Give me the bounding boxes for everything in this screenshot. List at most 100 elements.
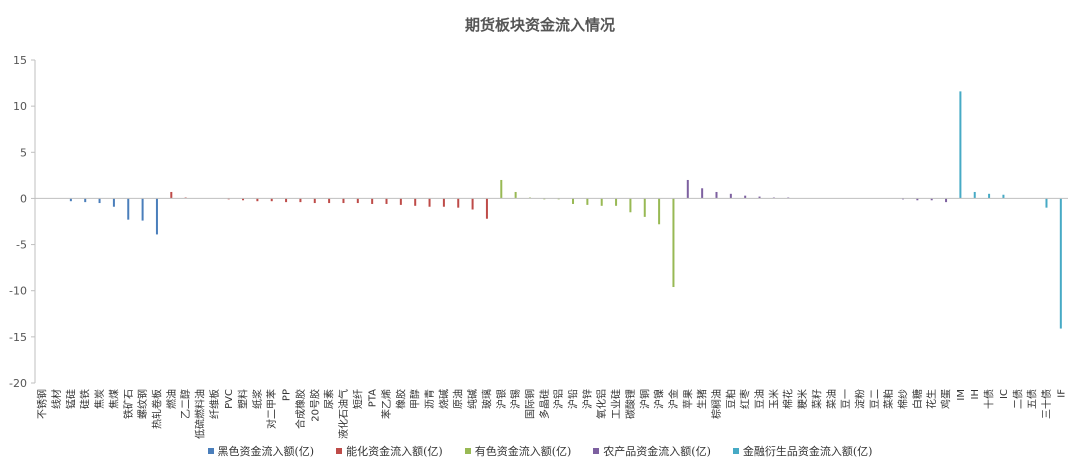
bar xyxy=(242,198,245,201)
legend-label: 金融衍生品资金流入额(亿) xyxy=(742,445,873,458)
bar xyxy=(715,191,718,199)
x-tick-label: PVC xyxy=(224,389,235,409)
y-tick-label: -15 xyxy=(9,331,27,344)
bar xyxy=(84,198,87,203)
legend-label: 能化资金流入额(亿) xyxy=(346,445,443,458)
legend-swatch xyxy=(732,448,739,454)
bar xyxy=(744,195,747,199)
legend-swatch xyxy=(464,448,471,454)
x-tick-label: 菜籽 xyxy=(811,389,823,409)
bar xyxy=(629,198,632,213)
x-tick-label: 苹果 xyxy=(681,389,694,409)
x-tick-label: 低硫燃料油 xyxy=(193,389,206,439)
bar xyxy=(485,198,488,219)
bar xyxy=(356,198,359,204)
bar xyxy=(586,198,589,205)
x-axis: 不锈钢 线材 锰硅 硅铁 焦炭 焦煤 铁矿石 螺纹钢 热轧卷板 燃油 乙二醇 低硫燃料油 纤维板 PVC 塑… xyxy=(35,197,1068,439)
x-tick-label: 多晶硅 xyxy=(538,389,551,419)
legend-item: 黑色资金流入额(亿) xyxy=(207,443,314,459)
legend-swatch xyxy=(336,448,343,454)
x-tick-label: IF xyxy=(1056,389,1067,398)
bar xyxy=(672,198,675,288)
x-tick-label: 菜粕 xyxy=(882,389,895,409)
x-tick-label: 沪铝 xyxy=(552,389,565,409)
x-tick-label: 甲醇 xyxy=(409,389,422,409)
bar xyxy=(127,198,130,220)
x-tick-label: 菜油 xyxy=(825,389,838,409)
x-tick-label: 热轧卷板 xyxy=(150,389,163,429)
x-tick-label: 粳米 xyxy=(796,389,809,409)
bar xyxy=(1059,198,1062,329)
x-tick-label: 线材 xyxy=(50,389,63,409)
x-tick-label: 燃油 xyxy=(165,389,178,409)
x-tick-label: 锰硅 xyxy=(64,389,77,409)
x-tick-label: 铁矿石 xyxy=(122,389,135,419)
x-tick-label: 碳酸锂 xyxy=(624,389,637,419)
x-tick-label: 沪锌 xyxy=(581,389,594,409)
x-tick-label: IC xyxy=(999,389,1010,399)
legend-swatch xyxy=(593,448,600,454)
x-tick-label: 沪镍 xyxy=(653,389,666,409)
bar xyxy=(514,191,517,199)
x-tick-label: 棉纱 xyxy=(897,389,910,409)
bar xyxy=(342,198,345,204)
y-tick-label: -10 xyxy=(9,285,27,298)
x-tick-label: 沪金 xyxy=(667,389,680,409)
x-tick-label: 硅铁 xyxy=(79,389,92,409)
bar xyxy=(973,191,976,199)
x-tick-label: 沪铜 xyxy=(638,389,651,409)
y-tick-label: 0 xyxy=(20,192,27,205)
legend-swatch xyxy=(207,448,214,454)
x-tick-label: 棕榈油 xyxy=(710,389,723,419)
y-tick-label: -5 xyxy=(16,239,27,252)
bar xyxy=(328,198,331,204)
x-tick-label: 焦炭 xyxy=(93,389,106,409)
x-tick-label: 棉花 xyxy=(782,389,795,409)
x-tick-label: 乙二醇 xyxy=(179,389,192,419)
bar xyxy=(371,198,374,204)
x-tick-label: 纯碱 xyxy=(466,389,479,409)
x-tick-label: 红枣 xyxy=(739,389,752,409)
bar xyxy=(98,198,101,204)
x-tick-label: 对二甲苯 xyxy=(265,389,278,429)
x-tick-label: 三十债 xyxy=(1040,389,1053,419)
bar xyxy=(945,198,948,203)
bar xyxy=(686,179,689,199)
x-tick-label: 生猪 xyxy=(696,389,709,409)
bar xyxy=(658,198,661,225)
bar xyxy=(270,198,273,202)
x-tick-label: 十债 xyxy=(983,389,996,409)
y-tick-label: 15 xyxy=(13,54,27,67)
bar xyxy=(643,198,646,217)
bar xyxy=(428,198,431,207)
bar xyxy=(701,188,704,199)
bars xyxy=(69,91,1062,329)
bar xyxy=(256,198,259,202)
x-tick-label: 苯乙烯 xyxy=(380,389,393,419)
bar xyxy=(399,198,402,205)
bar xyxy=(385,198,388,204)
legend-item: 有色资金流入额(亿) xyxy=(464,443,571,459)
bar xyxy=(600,198,603,206)
x-tick-label: 沪锡 xyxy=(509,389,522,409)
bar xyxy=(414,198,417,206)
x-tick-label: 液化石油气 xyxy=(337,389,350,439)
x-tick-label: 烧碱 xyxy=(437,389,450,409)
bar xyxy=(141,198,144,221)
x-tick-label: 沪银 xyxy=(495,389,508,409)
legend: 黑色资金流入额(亿) 能化资金流入额(亿) 有色资金流入额(亿) 农产品资金流入额(亿… xyxy=(0,443,1080,459)
y-tick-label: 5 xyxy=(20,146,27,159)
x-tick-label: 焦煤 xyxy=(107,389,120,409)
legend-label: 农产品资金流入额(亿) xyxy=(603,445,711,458)
x-tick-label: 工业硅 xyxy=(610,389,623,419)
bar xyxy=(916,198,919,201)
x-tick-label: 纤维板 xyxy=(208,389,221,419)
x-tick-label: PP xyxy=(282,389,293,401)
y-tick-label: -20 xyxy=(9,377,27,390)
x-tick-label: 不锈钢 xyxy=(36,389,49,419)
x-tick-label: 国际铜 xyxy=(524,389,536,419)
x-tick-label: 沥青 xyxy=(423,389,436,409)
x-tick-label: 花生 xyxy=(925,389,938,409)
x-tick-label: 短纤 xyxy=(351,389,364,409)
bar xyxy=(500,179,503,199)
